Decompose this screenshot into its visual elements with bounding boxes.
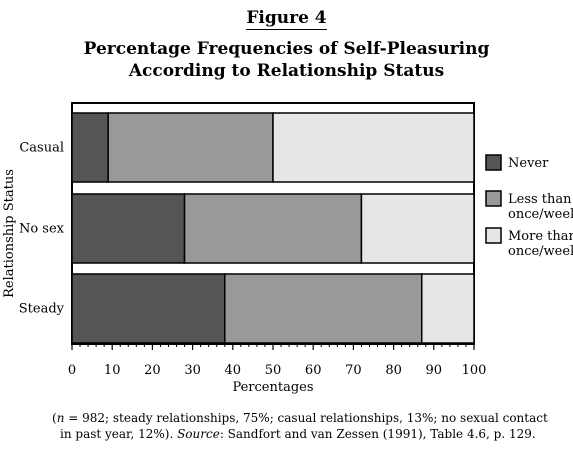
bar-no-sex-more-than-once-week <box>360 193 475 264</box>
bar-no-sex-never <box>71 193 186 264</box>
x-tick-label: 60 <box>305 363 322 378</box>
x-tick-label: 70 <box>345 363 362 378</box>
caption-line-2: in past year, 12%). Source: Sandfort and… <box>52 426 552 442</box>
chart-title: Percentage Frequencies of Self-Pleasurin… <box>0 38 573 82</box>
legend-swatch <box>485 154 502 171</box>
caption: (n = 982; steady relationships, 75%; cas… <box>52 410 552 442</box>
legend-label-line: once/week <box>508 244 573 259</box>
x-tick-label: 0 <box>68 363 76 378</box>
legend-label-line: Less than <box>508 192 572 207</box>
x-axis-label: Percentages <box>232 380 313 395</box>
x-tick-label: 100 <box>462 363 487 378</box>
legend-label: More than once/week <box>508 229 573 259</box>
caption-line-2-end: : Sandfort and van Zessen (1991), Table … <box>219 427 536 441</box>
legend-label-line: Never <box>508 156 549 171</box>
bar-steady-less-than-once-week <box>224 273 423 344</box>
legend-label-line: once/week <box>508 207 573 222</box>
x-tick-label: 80 <box>385 363 402 378</box>
caption-line-2-start: in past year, 12%). <box>60 427 178 441</box>
legend-swatch <box>485 190 502 207</box>
bar-steady-never <box>71 273 226 344</box>
bar-casual-never <box>71 112 109 183</box>
bar-casual-more-than-once-week <box>272 112 475 183</box>
x-tick-label: 40 <box>225 363 242 378</box>
caption-n-symbol: n <box>56 411 65 425</box>
caption-source-label: Source <box>177 427 220 441</box>
x-axis: 0 10 20 30 40 50 60 70 80 90 100 Percentages <box>68 344 487 395</box>
legend-label: Never <box>508 156 549 171</box>
chart-title-line-1: Percentage Frequencies of Self-Pleasurin… <box>83 39 490 59</box>
figure-label: Figure 4 <box>246 8 327 30</box>
x-tick-label: 50 <box>265 363 282 378</box>
bars-group <box>71 112 475 344</box>
caption-line-1: (n = 982; steady relationships, 75%; cas… <box>52 411 548 425</box>
bar-steady-more-than-once-week <box>420 273 475 344</box>
chart-title-line-2: According to Relationship Status <box>128 61 445 81</box>
y-tick-label: Casual <box>19 141 64 156</box>
x-tick-label: 90 <box>426 363 443 378</box>
legend-swatch <box>485 227 502 244</box>
legend-label-line: More than <box>508 229 573 244</box>
x-tick-label: 10 <box>104 363 121 378</box>
caption-line-1-text: = 982; steady relationships, 75%; casual… <box>64 411 548 425</box>
x-tick-label: 30 <box>184 363 201 378</box>
y-axis-label: Relationship Status <box>2 169 17 298</box>
bar-casual-less-than-once-week <box>107 112 274 183</box>
bar-no-sex-less-than-once-week <box>183 193 363 264</box>
legend-label: Less than once/week <box>508 192 573 222</box>
y-tick-label: No sex <box>19 222 65 237</box>
x-tick-label: 20 <box>144 363 161 378</box>
y-tick-label: Steady <box>19 302 65 317</box>
